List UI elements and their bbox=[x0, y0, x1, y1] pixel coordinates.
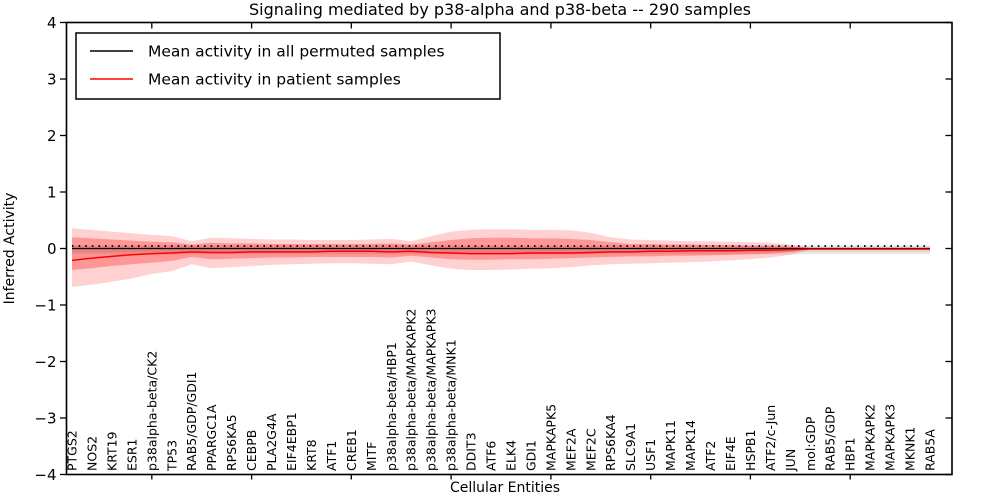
x-category-label: CEBPB bbox=[244, 430, 259, 471]
x-category-label: MAPKAPK3 bbox=[883, 404, 898, 471]
y-tick-label: 0 bbox=[47, 240, 57, 258]
x-category-label: p38alpha-beta/MNK1 bbox=[444, 339, 459, 471]
x-category-label: ATF6 bbox=[484, 441, 499, 471]
x-category-label: MAPKAPK2 bbox=[863, 404, 878, 471]
x-category-label: p38alpha-beta/HBP1 bbox=[384, 342, 399, 471]
series-line-mean-activity-in-patient-samples bbox=[71, 248, 930, 262]
y-tick-label: 3 bbox=[47, 70, 57, 88]
plot-border bbox=[65, 21, 953, 476]
x-category-label: CREB1 bbox=[344, 429, 359, 471]
legend-entry-patient: Mean activity in patient samples bbox=[90, 70, 401, 88]
x-category-label: PLA2G4A bbox=[264, 413, 279, 471]
x-category-labels: PTGS2 NOS2 KRT19 ESR1 p38alpha-beta/CK2 TP53 R… bbox=[65, 309, 938, 473]
chart-title: Signaling mediated by p38-alpha and p38-… bbox=[249, 0, 751, 19]
x-category-label: ESR1 bbox=[124, 439, 139, 471]
legend-box bbox=[75, 32, 501, 100]
x-category-label: MEF2C bbox=[583, 428, 598, 471]
y-tick-label: −3 bbox=[34, 409, 56, 427]
x-category-label: MITF bbox=[364, 442, 379, 471]
x-category-label: RAB5A bbox=[923, 429, 938, 471]
x-category-label: KRT8 bbox=[304, 439, 319, 471]
x-category-label: PTGS2 bbox=[65, 430, 80, 471]
x-category-label: p38alpha-beta/MAPKAPK3 bbox=[424, 309, 439, 472]
legend-entry-permuted: Mean activity in all permuted samples bbox=[90, 42, 445, 60]
y-tick-labels: 4 3 2 1 0 −1 −2 −3 −4 bbox=[34, 14, 56, 484]
x-category-label: DDIT3 bbox=[464, 432, 479, 471]
x-category-label: RPS6KA4 bbox=[603, 414, 618, 471]
x-category-label: KRT19 bbox=[104, 431, 119, 471]
x-axis-label: Cellular Entities bbox=[450, 480, 560, 496]
band-patient-std bbox=[72, 237, 811, 270]
x-category-label: MAPKAPK5 bbox=[543, 404, 558, 471]
y-tick-label: −4 bbox=[34, 466, 56, 484]
x-category-label: MKNK1 bbox=[903, 427, 918, 471]
x-category-label: GDI1 bbox=[523, 440, 538, 471]
x-category-label: RAB5/GDP bbox=[823, 406, 838, 471]
y-tick-label: −2 bbox=[34, 353, 56, 371]
x-category-label: PPARGC1A bbox=[204, 404, 219, 471]
y-tick-label: 1 bbox=[47, 183, 57, 201]
legend: Mean activity in all permuted samples Me… bbox=[75, 32, 501, 100]
x-category-label: HBP1 bbox=[843, 438, 858, 471]
x-category-label: mol:GDP bbox=[803, 416, 818, 471]
x-category-label: NOS2 bbox=[85, 436, 100, 471]
x-category-label: EIF4E bbox=[723, 436, 738, 471]
x-category-label: EIF4EBP1 bbox=[284, 412, 299, 471]
x-category-label: MEF2A bbox=[563, 428, 578, 471]
x-category-label: HSPB1 bbox=[743, 430, 758, 471]
x-category-label: MAPK14 bbox=[683, 420, 698, 471]
x-category-label: TP53 bbox=[164, 440, 179, 472]
x-category-label: ELK4 bbox=[504, 440, 519, 471]
x-category-label: ATF2 bbox=[703, 441, 718, 471]
band-patient-range bbox=[72, 228, 811, 287]
y-tick-label: 2 bbox=[47, 127, 57, 145]
x-category-label: MAPK11 bbox=[663, 420, 678, 471]
x-category-label: p38alpha-beta/MAPKAPK2 bbox=[404, 309, 419, 472]
x-category-label: RAB5/GDP/GDI1 bbox=[184, 372, 199, 471]
series-lines bbox=[71, 245, 930, 262]
x-category-label: ATF2/c-Jun bbox=[763, 405, 778, 471]
legend-label-permuted: Mean activity in all permuted samples bbox=[148, 42, 445, 60]
y-tick-label: −1 bbox=[34, 296, 56, 314]
y-axis-label: Inferred Activity bbox=[2, 193, 18, 305]
x-category-label: RPS6KA5 bbox=[224, 414, 239, 471]
x-category-label: USF1 bbox=[643, 439, 658, 471]
x-category-label: SLC9A1 bbox=[623, 423, 638, 471]
x-category-label: JUN bbox=[783, 449, 798, 472]
y-tick-label: 4 bbox=[47, 14, 57, 32]
x-category-label: ATF1 bbox=[324, 441, 339, 471]
x-category-label: p38alpha-beta/CK2 bbox=[144, 351, 159, 471]
legend-label-patient: Mean activity in patient samples bbox=[148, 70, 401, 88]
